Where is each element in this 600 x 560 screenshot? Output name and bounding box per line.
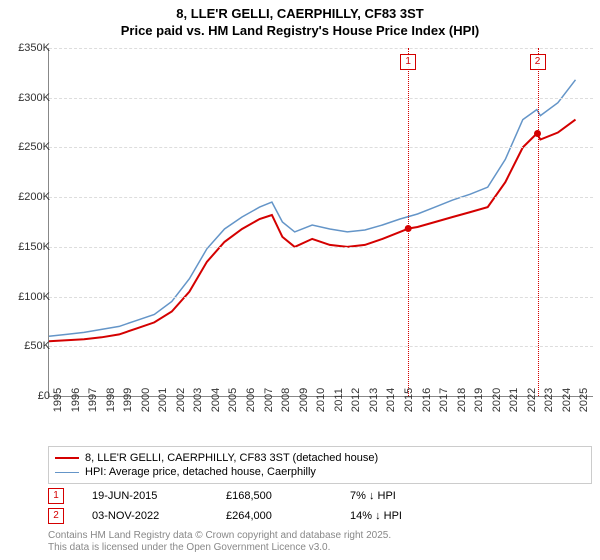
- marker-line-1: [408, 48, 409, 396]
- series-price_paid: [49, 120, 576, 342]
- x-tick-label: 2019: [473, 388, 485, 412]
- x-tick-label: 2000: [140, 388, 152, 412]
- x-tick-label: 1997: [87, 388, 99, 412]
- sale-row-1: 1 19-JUN-2015 £168,500 7% ↓ HPI: [48, 486, 578, 506]
- marker-line-2: [538, 48, 539, 396]
- sale-row-2: 2 03-NOV-2022 £264,000 14% ↓ HPI: [48, 506, 578, 526]
- chart-title: 8, LLE'R GELLI, CAERPHILLY, CF83 3ST Pri…: [0, 0, 600, 40]
- sale-price: £168,500: [226, 490, 346, 502]
- legend-item-price_paid: 8, LLE'R GELLI, CAERPHILLY, CF83 3ST (de…: [55, 451, 585, 465]
- x-tick-label: 2018: [456, 388, 468, 412]
- title-line1: 8, LLE'R GELLI, CAERPHILLY, CF83 3ST: [0, 6, 600, 23]
- y-tick-label: £50K: [24, 340, 50, 352]
- gridline: [49, 48, 593, 49]
- x-tick-label: 1996: [70, 388, 82, 412]
- y-tick-label: £150K: [18, 241, 50, 253]
- x-tick-label: 2004: [210, 388, 222, 412]
- y-tick-label: £250K: [18, 141, 50, 153]
- plot-area: 12: [48, 48, 593, 397]
- x-tick-label: 2020: [491, 388, 503, 412]
- sale-delta: 14% ↓ HPI: [350, 510, 470, 522]
- legend-swatch: [55, 457, 79, 459]
- gridline: [49, 247, 593, 248]
- chart-svg: [49, 48, 593, 396]
- title-line2: Price paid vs. HM Land Registry's House …: [0, 23, 600, 40]
- y-tick-label: £200K: [18, 191, 50, 203]
- gridline: [49, 147, 593, 148]
- legend-label: HPI: Average price, detached house, Caer…: [85, 466, 316, 478]
- x-tick-label: 2003: [192, 388, 204, 412]
- x-tick-label: 2010: [315, 388, 327, 412]
- legend: 8, LLE'R GELLI, CAERPHILLY, CF83 3ST (de…: [48, 446, 592, 484]
- series-hpi: [49, 80, 576, 337]
- marker-badge-2: 2: [530, 54, 546, 70]
- x-tick-label: 2002: [175, 388, 187, 412]
- x-tick-label: 2009: [298, 388, 310, 412]
- y-tick-label: £0: [38, 390, 50, 402]
- sale-badge: 2: [48, 508, 64, 524]
- footer-line2: This data is licensed under the Open Gov…: [48, 542, 391, 554]
- sale-price: £264,000: [226, 510, 346, 522]
- y-tick-label: £350K: [18, 42, 50, 54]
- x-tick-label: 2007: [263, 388, 275, 412]
- sale-date: 19-JUN-2015: [92, 490, 222, 502]
- gridline: [49, 197, 593, 198]
- x-tick-label: 2015: [403, 388, 415, 412]
- gridline: [49, 98, 593, 99]
- x-tick-label: 2022: [526, 388, 538, 412]
- x-tick-label: 2012: [350, 388, 362, 412]
- legend-label: 8, LLE'R GELLI, CAERPHILLY, CF83 3ST (de…: [85, 452, 378, 464]
- gridline: [49, 346, 593, 347]
- x-tick-label: 1998: [105, 388, 117, 412]
- x-tick-label: 2013: [368, 388, 380, 412]
- x-tick-label: 2001: [157, 388, 169, 412]
- chart-container: 8, LLE'R GELLI, CAERPHILLY, CF83 3ST Pri…: [0, 0, 600, 560]
- x-tick-label: 2016: [421, 388, 433, 412]
- y-tick-label: £300K: [18, 92, 50, 104]
- x-tick-label: 1995: [52, 388, 64, 412]
- x-tick-label: 2005: [227, 388, 239, 412]
- y-tick-label: £100K: [18, 291, 50, 303]
- x-tick-label: 2021: [508, 388, 520, 412]
- x-tick-label: 2014: [385, 388, 397, 412]
- x-tick-label: 2017: [438, 388, 450, 412]
- sales-table: 1 19-JUN-2015 £168,500 7% ↓ HPI 2 03-NOV-2022…: [48, 486, 578, 526]
- x-tick-label: 2006: [245, 388, 257, 412]
- sale-delta: 7% ↓ HPI: [350, 490, 470, 502]
- footer-attribution: Contains HM Land Registry data © Crown c…: [48, 530, 391, 554]
- x-tick-label: 2025: [578, 388, 590, 412]
- x-tick-label: 2024: [561, 388, 573, 412]
- legend-item-hpi: HPI: Average price, detached house, Caer…: [55, 465, 585, 479]
- gridline: [49, 297, 593, 298]
- x-tick-label: 2011: [333, 388, 345, 412]
- x-tick-label: 2008: [280, 388, 292, 412]
- legend-swatch: [55, 472, 79, 473]
- sale-date: 03-NOV-2022: [92, 510, 222, 522]
- x-tick-label: 2023: [543, 388, 555, 412]
- x-tick-label: 1999: [122, 388, 134, 412]
- footer-line1: Contains HM Land Registry data © Crown c…: [48, 530, 391, 542]
- marker-badge-1: 1: [400, 54, 416, 70]
- sale-badge: 1: [48, 488, 64, 504]
